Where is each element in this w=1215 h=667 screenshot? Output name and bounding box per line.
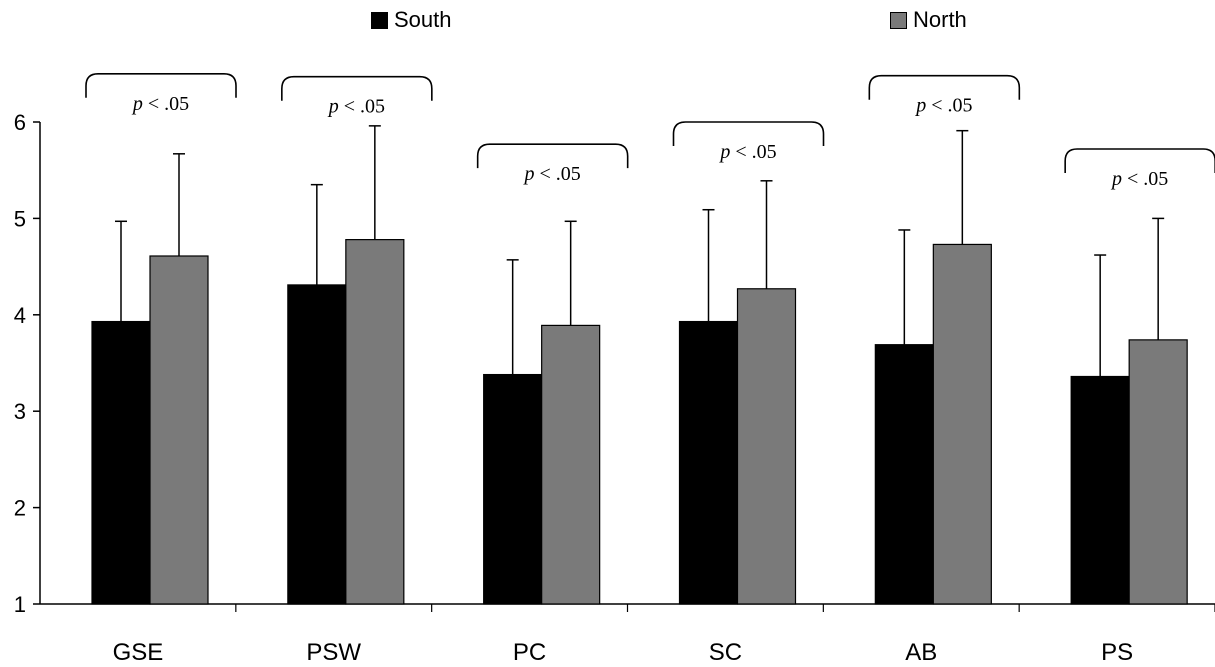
bar-north-ps	[1128, 339, 1188, 605]
significance-bracket	[868, 74, 1021, 100]
legend-south-swatch	[371, 11, 388, 29]
significance-bracket	[672, 121, 825, 146]
category-label: PC	[513, 639, 546, 666]
legend-north: North	[890, 4, 967, 36]
category-label: AB	[905, 639, 937, 666]
legend-north-label: North	[913, 7, 967, 32]
bar-south-ab	[874, 344, 934, 605]
y-tick-label: 2	[14, 496, 26, 521]
bar-south-psw	[287, 284, 347, 605]
bar-north-ab	[932, 243, 992, 605]
category-label: GSE	[113, 639, 164, 666]
bar-south-sc	[678, 320, 739, 605]
y-tick-label: 6	[14, 110, 26, 135]
bar-north-sc	[736, 288, 797, 605]
legend-south-label: South	[394, 7, 452, 32]
category-label: PS	[1101, 639, 1133, 666]
bar-south-gse	[91, 320, 151, 605]
significance-label: p < .05	[523, 163, 581, 185]
y-tick-label: 1	[14, 592, 26, 617]
bar-south-pc	[483, 373, 543, 605]
significance-label: p < .05	[914, 95, 972, 117]
significance-label: p < .05	[327, 96, 385, 118]
significance-label: p < .05	[718, 141, 776, 163]
legend-south: South	[371, 4, 452, 36]
significance-bracket	[85, 73, 237, 98]
significance-label: p < .05	[131, 93, 189, 115]
significance-bracket	[281, 75, 433, 101]
bar-north-gse	[149, 255, 209, 605]
y-tick-label: 5	[14, 206, 26, 231]
significance-bracket	[476, 143, 629, 169]
legend-north-swatch	[890, 11, 907, 29]
y-tick-label: 4	[14, 303, 26, 328]
category-label: PSW	[306, 639, 361, 666]
category-label: SC	[709, 639, 742, 666]
bar-north-psw	[345, 239, 405, 605]
bar-south-ps	[1070, 375, 1130, 605]
bar-north-pc	[541, 324, 601, 605]
y-tick-label: 3	[14, 399, 26, 424]
significance-label: p < .05	[1110, 168, 1168, 190]
